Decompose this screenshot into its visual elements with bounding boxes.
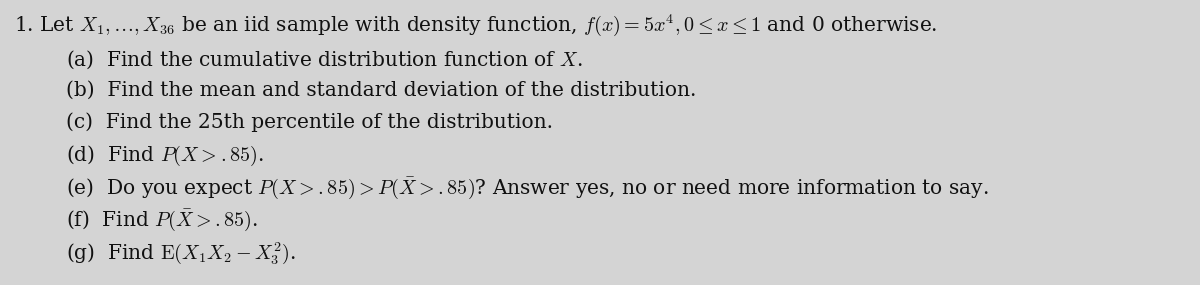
Text: (e)  Do you expect $P(X>.85)>P(\bar{X}>.85)$? Answer yes, no or need more inform: (e) Do you expect $P(X>.85)>P(\bar{X}>.8… [66,176,989,201]
Text: (c)  Find the 25th percentile of the distribution.: (c) Find the 25th percentile of the dist… [66,112,553,132]
Text: (a)  Find the cumulative distribution function of $X$.: (a) Find the cumulative distribution fun… [66,48,583,71]
Text: (g)  Find $\mathrm{E}(X_1X_2-X_3^2)$.: (g) Find $\mathrm{E}(X_1X_2-X_3^2)$. [66,240,296,266]
Text: (d)  Find $P(X>.85)$.: (d) Find $P(X>.85)$. [66,144,264,168]
Text: 1. Let $X_1,\ldots,X_{36}$ be an iid sample with density function, $f(x)=5x^4, 0: 1. Let $X_1,\ldots,X_{36}$ be an iid sam… [14,13,938,38]
Text: (f)  Find $P(\bar{X}>.85)$.: (f) Find $P(\bar{X}>.85)$. [66,208,258,233]
Text: (b)  Find the mean and standard deviation of the distribution.: (b) Find the mean and standard deviation… [66,80,696,99]
